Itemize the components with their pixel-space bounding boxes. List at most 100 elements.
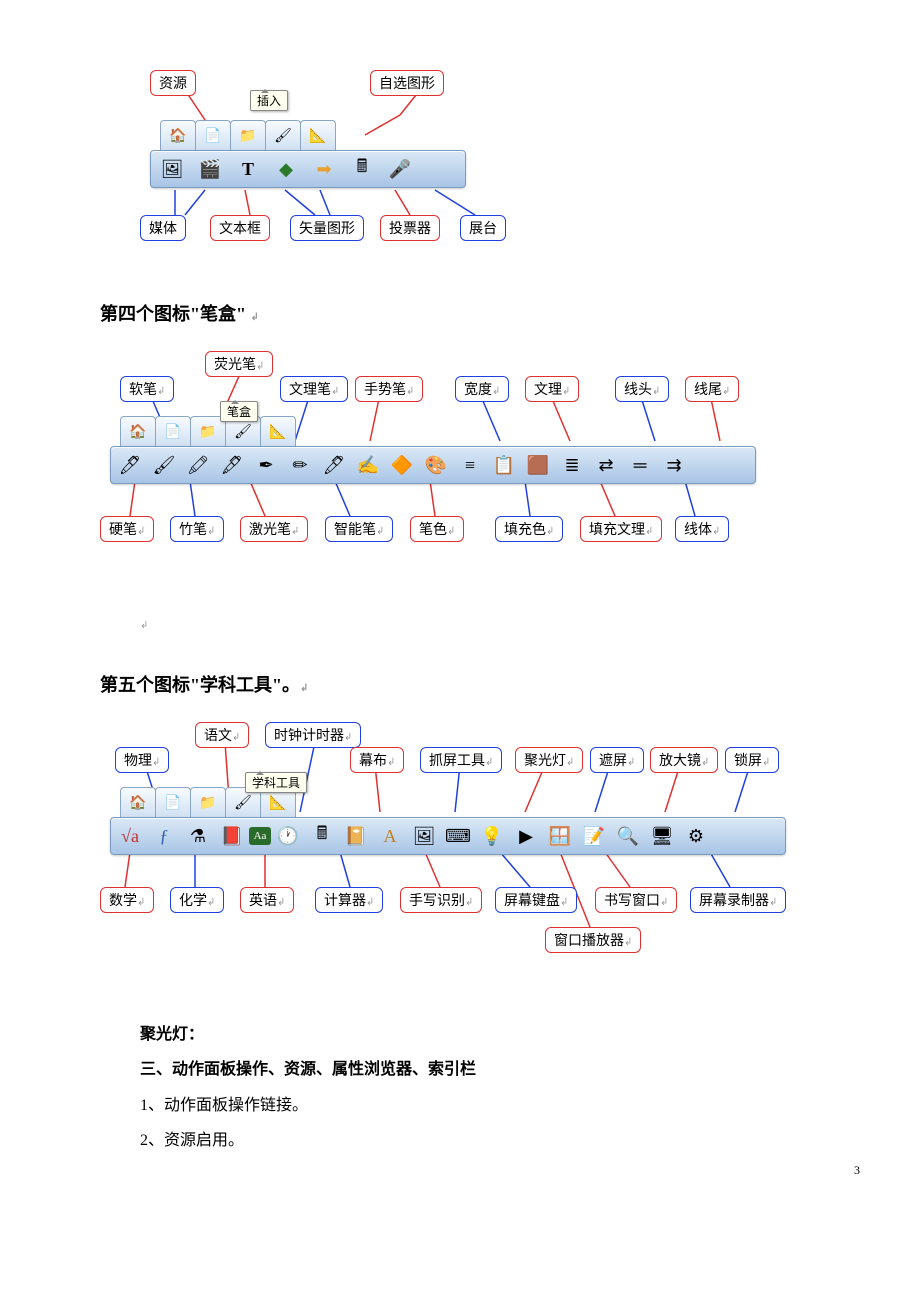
highlighter-icon[interactable]: 🖋 <box>215 449 249 481</box>
label-keyboard: 屏幕键盘↲ <box>495 887 577 913</box>
label-media: 媒体 <box>140 215 186 241</box>
wenlipen-icon[interactable]: ✏ <box>283 449 317 481</box>
image-icon[interactable]: 🖼 <box>153 153 191 185</box>
recorder-icon[interactable]: 🖥 <box>645 820 679 852</box>
tab-row-2: 🏠 📄 📁 🖌 📐 <box>120 416 295 447</box>
chem-icon[interactable]: ⚗ <box>181 820 215 852</box>
linetail-icon[interactable]: ⇉ <box>657 449 691 481</box>
heading-penbox: 第四个图标"笔盒" ↲ <box>100 300 820 326</box>
softpen-icon[interactable]: 🖌 <box>147 449 181 481</box>
cover-icon[interactable]: 🪟 <box>543 820 577 852</box>
label-textbox: 文本框 <box>210 215 270 241</box>
tooltip-subject: 学科工具 <box>245 772 307 793</box>
label-texture: 文理↲ <box>525 376 579 402</box>
label-clock: 时钟计时器↲ <box>265 722 361 748</box>
shape-icon[interactable]: ◆ <box>267 153 305 185</box>
label-curtain: 幕布↲ <box>350 747 404 773</box>
gesture-icon[interactable]: ✍ <box>351 449 385 481</box>
magnifier-icon[interactable]: 🔍 <box>611 820 645 852</box>
tab-page-icon[interactable]: 📄 <box>155 416 191 447</box>
clock-icon[interactable]: 🕐 <box>271 820 305 852</box>
tab-brush-icon[interactable]: 🖌 <box>265 120 301 151</box>
toolbar-insert: 🖼 🎬 T ◆ ➡ 🖩 🎤 <box>150 150 466 188</box>
tab-ruler-icon[interactable]: 📐 <box>300 120 336 151</box>
label-physics: 物理↲ <box>115 747 169 773</box>
label-head: 线头↲ <box>615 376 669 402</box>
blank-line: ↲ <box>140 606 820 641</box>
calc-icon[interactable]: 🖩 <box>305 820 339 852</box>
label-pencolor: 笔色↲ <box>410 516 464 542</box>
chinese-icon[interactable]: 📕 <box>215 820 249 852</box>
label-wenlipen: 文理笔↲ <box>280 376 348 402</box>
text-item1: 1、动作面板操作链接。 <box>140 1088 820 1123</box>
fillcolor-icon[interactable]: 📋 <box>487 449 521 481</box>
text-section3: 三、动作面板操作、资源、属性浏览器、索引栏 <box>140 1052 820 1087</box>
tab-ruler-icon[interactable]: 📐 <box>260 416 296 447</box>
toolbar-subject: √a ƒ ⚗ 📕 Aa 🕐 🖩 📔 A 🖼 ⌨ 💡 ▶ 🪟 📝 🔍 🖥 ⚙ <box>110 817 786 855</box>
capture-icon[interactable]: 🖼 <box>407 820 441 852</box>
label-math: 数学↲ <box>100 887 154 913</box>
label-hardpen: 硬笔↲ <box>100 516 154 542</box>
tab-folder-icon[interactable]: 📁 <box>230 120 266 151</box>
label-fillcolor: 填充色↲ <box>495 516 563 542</box>
lock-icon[interactable]: ⚙ <box>679 820 713 852</box>
label-resource: 资源 <box>150 70 196 96</box>
stand-icon[interactable]: 🎤 <box>381 153 419 185</box>
linehead-icon[interactable]: ⇄ <box>589 449 623 481</box>
label-vector: 矢量图形 <box>290 215 364 241</box>
label-chinese: 语文↲ <box>195 722 249 748</box>
heading-subject: 第五个图标"学科工具"。↲ <box>100 671 820 697</box>
label-width: 宽度↲ <box>455 376 509 402</box>
curtain-icon[interactable]: 📔 <box>339 820 373 852</box>
smartpen-icon[interactable]: 🖊 <box>317 449 351 481</box>
palette-icon[interactable]: 🎨 <box>419 449 453 481</box>
keyboard-icon[interactable]: ⌨ <box>441 820 475 852</box>
player-icon[interactable]: ▶ <box>509 820 543 852</box>
label-stand: 展台 <box>460 215 506 241</box>
tab-page-icon[interactable]: 📄 <box>195 120 231 151</box>
label-spotlight: 聚光灯↲ <box>515 747 583 773</box>
physics-icon[interactable]: ƒ <box>147 820 181 852</box>
math-icon[interactable]: √a <box>113 820 147 852</box>
label-calc: 计算器↲ <box>315 887 383 913</box>
toolbar-penbox: 🖊 🖌 🖍 🖋 ✒ ✏ 🖊 ✍ 🔶 🎨 ≡ 📋 🟫 ≣ ⇄ ═ ⇉ <box>110 446 756 484</box>
label-highlighter: 荧光笔↲ <box>205 351 273 377</box>
label-recorder: 屏幕录制器↲ <box>690 887 786 913</box>
tab-home-icon[interactable]: 🏠 <box>120 787 156 818</box>
label-smart: 智能笔↲ <box>325 516 393 542</box>
label-laser: 激光笔↲ <box>240 516 308 542</box>
width-icon[interactable]: ≡ <box>453 449 487 481</box>
tab-home-icon[interactable]: 🏠 <box>120 416 156 447</box>
label-chem: 化学↲ <box>170 887 224 913</box>
text-icon[interactable]: T <box>229 153 267 185</box>
label-gesture: 手势笔↲ <box>355 376 423 402</box>
label-softpen: 软笔↲ <box>120 376 174 402</box>
tab-home-icon[interactable]: 🏠 <box>160 120 196 151</box>
tooltip-penbox: 笔盒 <box>220 401 258 422</box>
filltex-icon[interactable]: ≣ <box>555 449 589 481</box>
english-icon[interactable]: Aa <box>249 827 271 845</box>
voter-icon[interactable]: 🖩 <box>343 153 381 185</box>
diagram-subject: 物理↲ 语文↲ 时钟计时器↲ 幕布↲ 抓屏工具↲ 聚光灯↲ 遮屏↲ 放大镜↲ 锁… <box>100 717 820 977</box>
spotlight-icon[interactable]: 💡 <box>475 820 509 852</box>
laser-icon[interactable]: ✒ <box>249 449 283 481</box>
label-autoshape: 自选图形 <box>370 70 444 96</box>
handwrite-icon[interactable]: A <box>373 820 407 852</box>
label-magnifier: 放大镜↲ <box>650 747 718 773</box>
diagram-penbox: 软笔↲ 荧光笔↲ 文理笔↲ 手势笔↲ 宽度↲ 文理↲ 线头↲ 线尾↲ 🏠 📄 📁… <box>100 346 820 566</box>
texture-icon[interactable]: 🟫 <box>521 449 555 481</box>
writewin-icon[interactable]: 📝 <box>577 820 611 852</box>
hardpen-icon[interactable]: 🖊 <box>113 449 147 481</box>
tab-page-icon[interactable]: 📄 <box>155 787 191 818</box>
tab-row: 🏠 📄 📁 🖌 📐 <box>160 120 335 151</box>
arrow-icon[interactable]: ➡ <box>305 153 343 185</box>
page-number: 3 <box>854 1163 860 1178</box>
video-icon[interactable]: 🎬 <box>191 153 229 185</box>
linestyle-icon[interactable]: ═ <box>623 449 657 481</box>
label-lock: 锁屏↲ <box>725 747 779 773</box>
pencolor-icon[interactable]: 🔶 <box>385 449 419 481</box>
label-tail: 线尾↲ <box>685 376 739 402</box>
tab-folder-icon[interactable]: 📁 <box>190 787 226 818</box>
bamboo-icon[interactable]: 🖍 <box>181 449 215 481</box>
label-handwrite: 手写识别↲ <box>400 887 482 913</box>
